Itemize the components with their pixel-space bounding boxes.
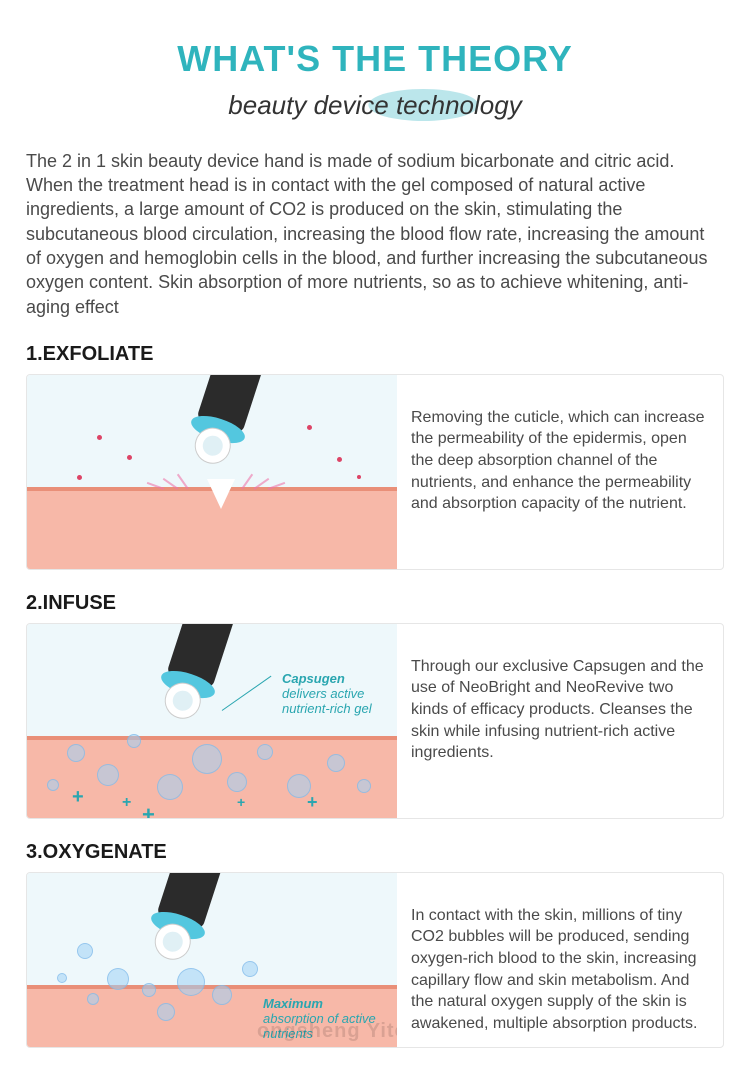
- step-panel-3: Maximum absorption of active nutrients o…: [26, 872, 724, 1048]
- step-heading-1: 1.EXFOLIATE: [26, 343, 724, 366]
- step-heading-3: 3.OXYGENATE: [26, 841, 724, 864]
- device-icon: [119, 873, 245, 986]
- step-heading-2: 2.INFUSE: [26, 592, 724, 615]
- step-2-text: Through our exclusive Capsugen and the u…: [397, 624, 723, 818]
- step-panel-1: Removing the cuticle, which can increase…: [26, 374, 724, 570]
- page-title: WHAT'S THE THEORY: [26, 40, 724, 78]
- step-3-illustration: Maximum absorption of active nutrients o…: [27, 873, 397, 1047]
- watermark-text: ongsheng Yitong Technology Co: [257, 1020, 397, 1043]
- subtitle-text: beauty device technology: [228, 90, 521, 120]
- step-panel-2: Capsugen delivers active nutrient-rich g…: [26, 623, 724, 819]
- skin-outline: [27, 985, 397, 989]
- infuse-callout: Capsugen delivers active nutrient-rich g…: [282, 672, 397, 717]
- step-3-text: In contact with the skin, millions of ti…: [397, 873, 723, 1047]
- step-1-illustration: [27, 375, 397, 569]
- subtitle-wrap: beauty device technology: [26, 90, 724, 121]
- device-icon: [129, 624, 255, 745]
- intro-paragraph: The 2 in 1 skin beauty device hand is ma…: [26, 149, 724, 319]
- step-2-illustration: Capsugen delivers active nutrient-rich g…: [27, 624, 397, 818]
- step-1-text: Removing the cuticle, which can increase…: [397, 375, 723, 569]
